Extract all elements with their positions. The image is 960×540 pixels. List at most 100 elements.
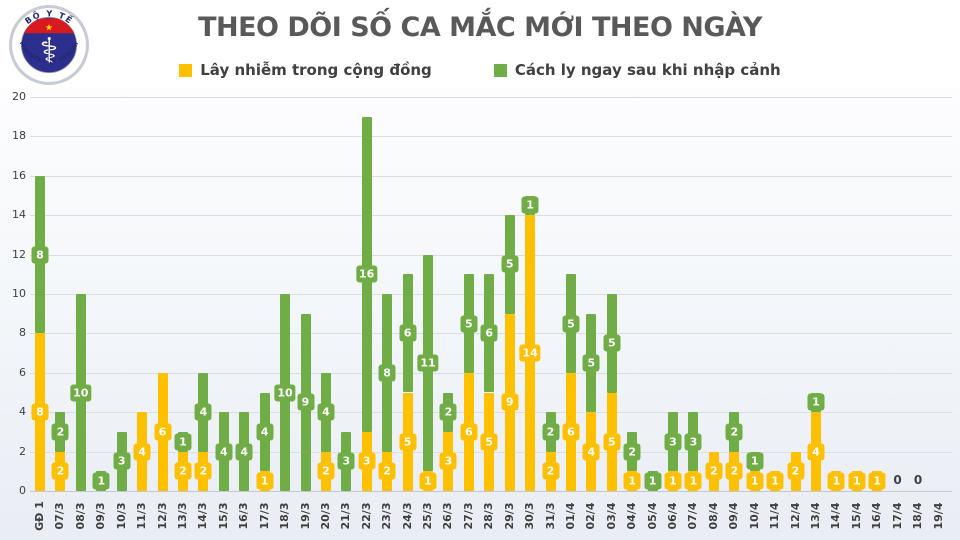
x-axis-tick-label: 26/3 [441,502,455,530]
bar-segment-quarantine: 5 [582,313,600,413]
bar-segment-community: 1 [684,471,702,491]
x-axis-tick-label: 02/4 [584,502,598,530]
x-axis-tick-label: 17/3 [257,502,271,530]
bar-value-label: 1 [92,472,110,490]
bar-segment-quarantine: 5 [562,274,580,373]
bar-value-label: 3 [439,452,457,470]
bar-segment-quarantine: 6 [480,274,498,393]
bar-value-label: 4 [235,443,253,461]
bar-segment-community: 1 [827,471,845,491]
x-axis-tick-label: 25/3 [421,502,434,530]
bar-value-label: 5 [501,255,519,273]
bar-value-label: 4 [133,443,151,461]
bar-segment-quarantine: 3 [664,412,682,472]
x-axis-tick-label: 19/4 [931,502,945,530]
bar-value-label: 5 [399,433,417,451]
bar-segment-community: 8 [31,333,49,491]
bar-segment-quarantine: 2 [623,431,641,472]
bar-value-label: 2 [378,462,396,480]
bar-value-label: 10 [70,384,92,401]
bar-segment-community: 1 [746,471,764,491]
bar-segment-quarantine: 4 [235,412,253,491]
zero-value-label: 0 [893,473,902,487]
bar-segment-quarantine: 2 [439,392,457,432]
bar-value-label: 4 [807,443,825,461]
y-axis-tick-label: 18 [12,129,26,143]
ministry-of-health-logo: ★ BỘ Y TẾ MINISTRY OF HEALTH ⚕ [9,5,89,85]
bar-value-label: 2 [542,423,559,441]
bar-value-label: 6 [480,324,498,342]
bar-value-label: 2 [725,423,743,441]
bar-segment-community: 2 [787,451,804,491]
x-axis-tick-label: 18/3 [278,502,291,530]
bar-segment-community: 1 [419,471,437,491]
bar-segment-quarantine: 2 [725,412,743,452]
bar-segment-community: 2 [542,451,559,491]
bar-segment-community: 4 [582,412,600,491]
bar-value-label: 6 [154,423,171,441]
x-axis-tick-label: 19/3 [298,502,312,530]
bar-value-label: 2 [51,462,69,480]
x-axis-tick-label: 14/4 [829,502,843,530]
bar-value-label: 2 [787,462,804,480]
bar-value-label: 8 [31,246,49,264]
x-axis-tick-label: 14/3 [196,502,210,530]
bar-segment-community: 6 [460,372,478,491]
bar-value-label: 5 [582,354,600,372]
bar-value-label: 14 [519,344,541,362]
y-axis-tick-label: 16 [12,168,26,182]
bar-value-label: 1 [746,472,764,490]
y-axis-tick-label: 20 [12,90,26,103]
bar-segment-community: 1 [623,471,641,491]
bar-segment-community: 5 [399,392,417,491]
bar-value-label: 6 [562,423,580,441]
bar-value-label: 4 [256,423,274,441]
bar-value-label: 2 [439,403,457,421]
x-axis-tick-label: 08/4 [706,502,720,530]
x-axis-tick-label: 03/4 [604,502,618,530]
bar-value-label: 9 [297,393,314,411]
bar-segment-community: 2 [174,451,192,491]
bar-value-label: 3 [337,452,355,470]
bar-value-label: 4 [317,403,335,421]
bar-segment-quarantine: 9 [297,313,314,491]
bar-value-label: 3 [113,452,131,470]
bar-segment-community: 1 [664,471,682,491]
bar-segment-community: 9 [501,313,519,491]
logo-star: ★ [45,23,53,34]
x-axis-tick-label: 06/4 [666,502,679,530]
bar-segment-quarantine: 1 [746,451,764,472]
bar-value-label: 3 [664,433,682,451]
x-axis-tick-label: 12/3 [155,502,169,530]
bar-segment-quarantine: 5 [501,215,519,314]
bar-segment-quarantine: 10 [274,294,296,491]
bar-segment-quarantine: 5 [460,274,478,373]
gridline [30,136,952,138]
legend-item-community: Lây nhiễm trong cộng đồng [179,61,432,79]
bar-segment-quarantine: 10 [70,294,92,491]
bar-value-label: 1 [419,472,437,490]
bar-value-label: 1 [256,472,274,490]
bar-segment-quarantine: 8 [378,294,396,452]
bar-segment-quarantine: 3 [684,412,702,472]
y-axis-tick-label: 8 [19,326,26,340]
bar-segment-quarantine: 4 [317,372,335,452]
bar-value-label: 1 [623,472,641,490]
bar-segment-quarantine: 4 [194,372,212,452]
x-axis-tick-label: 29/3 [502,502,516,530]
y-axis-tick-label: 4 [19,405,26,419]
page-title: THEO DÕI SỐ CA MẮC MỚI THEO NGÀY [198,12,762,43]
bar-segment-quarantine: 2 [51,412,69,452]
bar-value-label: 4 [582,443,600,461]
bar-value-label: 3 [358,452,376,470]
x-axis-tick-label: 17/4 [890,502,904,530]
bar-value-label: 8 [31,403,49,421]
y-axis-tick-label: 6 [19,365,26,379]
x-axis-tick-label: 13/4 [809,502,822,530]
legend-label-quarantine: Cách ly ngay sau khi nhập cảnh [514,61,781,79]
x-axis-tick-label: 09/3 [94,502,108,530]
bar-value-label: 9 [501,393,519,411]
bar-segment-community: 1 [766,471,784,491]
bar-segment-community: 3 [439,431,457,491]
